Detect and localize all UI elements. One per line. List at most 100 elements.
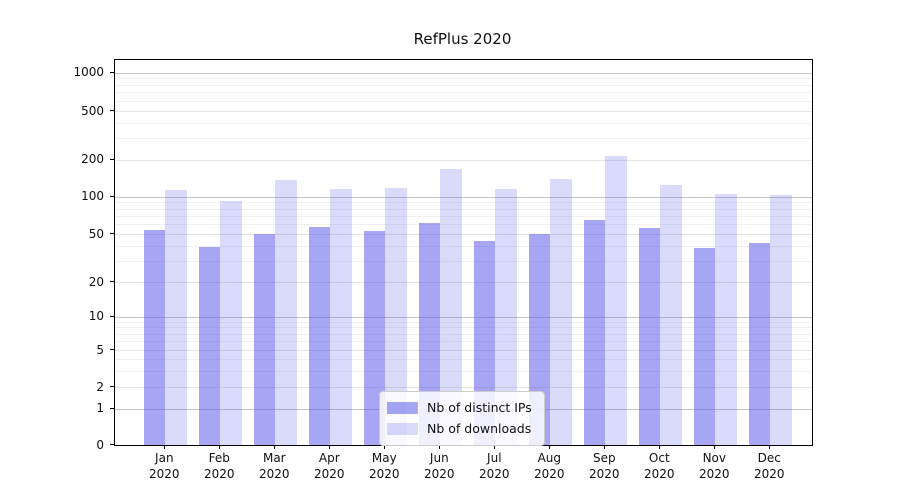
y-axis-tick [110, 315, 114, 317]
gridline [115, 234, 812, 235]
x-axis-tick-label: Apr 2020 [314, 451, 345, 481]
x-axis-tick-label: Mar 2020 [259, 451, 290, 481]
y-axis-tick [110, 444, 114, 445]
bar-distinct-ips [198, 247, 221, 445]
x-axis-tick [549, 445, 551, 449]
legend-item-distinct-ips: Nb of distinct IPs [387, 397, 536, 418]
gridline [115, 387, 812, 388]
x-axis-tick-label: Jan 2020 [149, 451, 180, 481]
gridline-minor [115, 122, 812, 124]
bar-distinct-ips [418, 223, 441, 445]
x-axis-tick [329, 445, 331, 449]
bar-downloads [550, 178, 572, 445]
x-axis-tick [659, 445, 661, 449]
y-axis-tick [110, 71, 114, 73]
x-axis-tick-label: Jun 2020 [424, 451, 455, 481]
gridline-minor [115, 215, 812, 217]
gridline-minor [115, 92, 812, 94]
gridline-minor [115, 370, 812, 372]
y-axis-tick-label: 1000 [73, 65, 104, 79]
gridline [115, 282, 812, 283]
x-axis-tick-label: Oct 2020 [644, 451, 675, 481]
gridline-major [115, 72, 812, 74]
bar-downloads [275, 180, 297, 445]
y-axis-tick [110, 110, 114, 111]
x-axis-tick [384, 445, 386, 449]
x-axis-tick-label: Aug 2020 [534, 451, 565, 481]
gridline-minor [115, 245, 812, 247]
gridline-minor [115, 260, 812, 262]
y-axis-tick [110, 386, 114, 387]
bar-distinct-ips [693, 248, 716, 445]
y-axis-tick-label: 200 [81, 152, 104, 166]
bar-downloads [715, 194, 737, 445]
x-axis-tick [164, 445, 166, 449]
gridline-minor [115, 359, 812, 360]
gridline-minor [115, 84, 812, 86]
y-axis-tick-label: 50 [88, 226, 104, 241]
legend-label-downloads: Nb of downloads [427, 421, 532, 436]
y-axis-tick [110, 158, 114, 160]
legend-label-distinct-ips: Nb of distinct IPs [427, 400, 532, 415]
x-axis-tick [274, 445, 276, 449]
gridline-minor [115, 333, 812, 335]
bar-distinct-ips [638, 227, 661, 445]
x-axis-tick [439, 445, 441, 449]
bar-distinct-ips [308, 226, 331, 445]
gridline-minor [115, 208, 812, 210]
bar-downloads [385, 187, 407, 445]
x-axis-tick [604, 445, 606, 449]
legend-swatch-distinct-ips [387, 401, 418, 414]
gridline-minor [115, 202, 812, 204]
gridline-minor [115, 341, 812, 343]
bar-downloads [220, 201, 242, 445]
y-axis-tick [110, 349, 114, 350]
bar-distinct-ips [583, 219, 606, 445]
bar-downloads [605, 156, 627, 445]
bar-downloads [770, 194, 792, 445]
plot-area [114, 59, 813, 446]
x-axis-tick [769, 445, 771, 449]
bar-distinct-ips [143, 229, 166, 445]
x-axis-tick [494, 445, 496, 449]
gridline-major [115, 196, 812, 198]
gridline-minor [115, 327, 812, 329]
y-axis-tick-label: 2 [96, 379, 104, 394]
x-axis-tick-label: May 2020 [369, 451, 400, 481]
bar-distinct-ips [253, 234, 276, 445]
y-axis-tick [110, 233, 114, 234]
y-axis-tick [110, 195, 114, 197]
x-axis-tick-label: Feb 2020 [204, 451, 235, 481]
y-axis-tick-label: 100 [81, 189, 104, 203]
gridline-minor [115, 224, 812, 226]
y-axis-tick-label: 20 [88, 274, 104, 289]
x-axis-tick-label: Dec 2020 [754, 451, 785, 481]
gridline [115, 159, 812, 161]
bar-downloads [330, 188, 352, 445]
gridline-major [115, 316, 812, 318]
bar-distinct-ips [748, 243, 771, 445]
y-axis-tick-label: 1 [96, 401, 104, 415]
x-axis-tick-label: Sep 2020 [589, 451, 620, 481]
bar-downloads [165, 190, 187, 445]
legend-item-downloads: Nb of downloads [387, 418, 536, 439]
y-axis-tick-label: 5 [96, 342, 104, 357]
gridline-minor [115, 100, 812, 102]
bar-downloads [440, 168, 462, 445]
y-axis-tick [110, 281, 114, 282]
y-axis-tick-label: 0 [96, 437, 104, 452]
x-axis-tick [219, 445, 221, 449]
chart-title: RefPlus 2020 [413, 30, 512, 48]
x-axis-tick-label: Nov 2020 [699, 451, 730, 481]
bar-downloads [660, 184, 682, 445]
gridline [115, 350, 812, 351]
y-axis-tick-label: 10 [88, 309, 104, 323]
gridline-minor [115, 78, 812, 80]
gridline [115, 111, 812, 112]
legend: Nb of distinct IPs Nb of downloads [379, 391, 545, 446]
x-axis-tick-label: Jul 2020 [479, 451, 510, 481]
y-axis-tick [110, 407, 114, 409]
legend-swatch-downloads [387, 422, 418, 435]
bar-downloads [495, 189, 517, 445]
